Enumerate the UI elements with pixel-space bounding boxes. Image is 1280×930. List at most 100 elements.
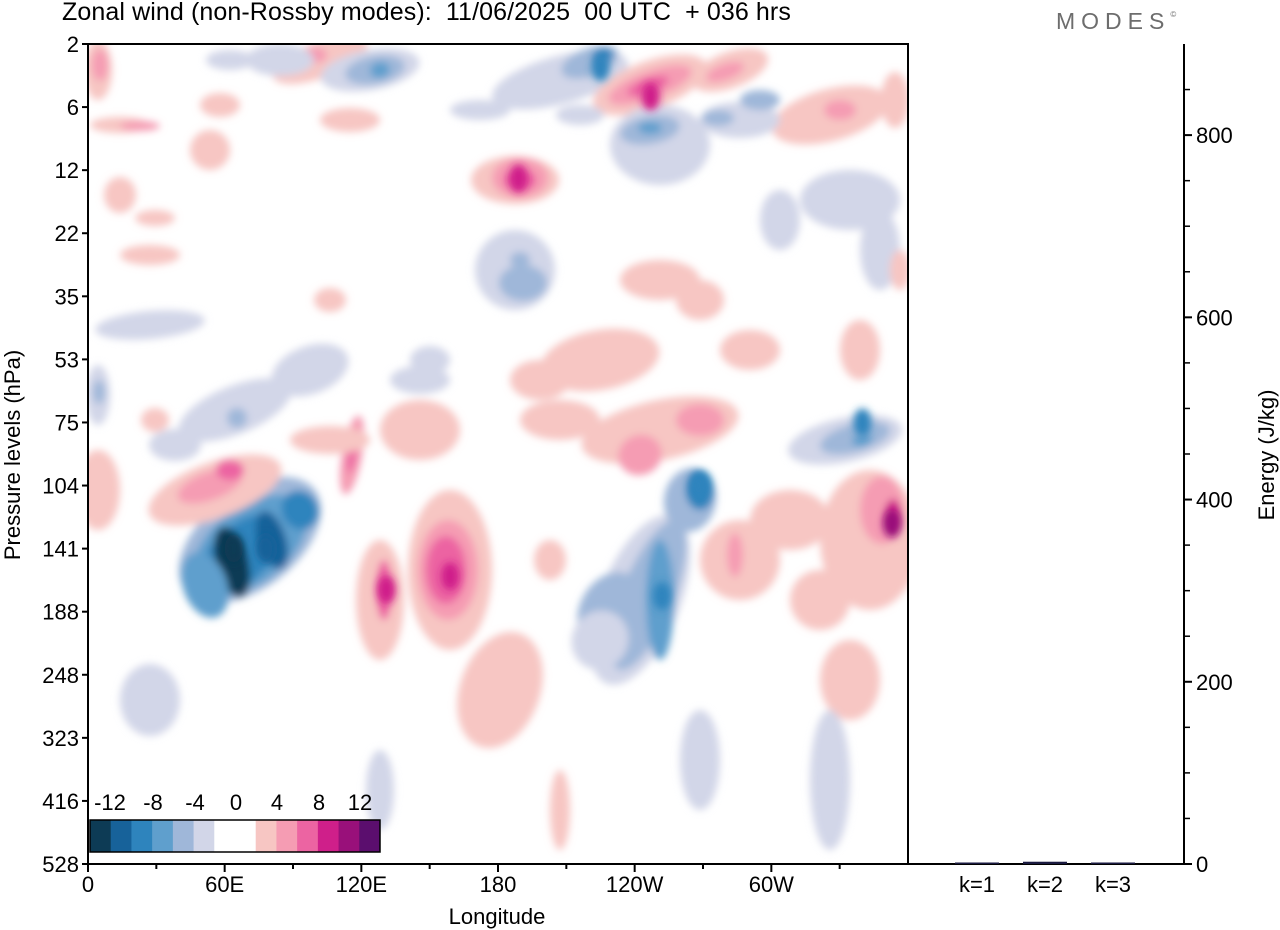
y-tick-label: 2	[67, 32, 79, 57]
colorbar-swatch	[297, 820, 319, 852]
colorbar-swatch	[276, 820, 298, 852]
y-tick-label: 248	[42, 663, 79, 688]
energy-bar	[1091, 862, 1135, 864]
colorbar-swatch	[255, 820, 277, 852]
field-core	[377, 575, 396, 604]
colorbar-swatch	[131, 820, 153, 852]
field-blob	[457, 631, 543, 749]
field-blob	[550, 770, 570, 850]
field-blob	[93, 380, 105, 404]
field-blob	[283, 356, 327, 384]
logo-text: MODES	[1056, 8, 1171, 34]
modes-logo: MODES©	[1056, 8, 1176, 35]
field-core	[653, 581, 671, 610]
colorbar-swatch	[172, 820, 195, 852]
energy-category-label: k=1	[959, 872, 995, 897]
x-tick-label: 120W	[606, 872, 664, 897]
field-blob	[820, 640, 880, 720]
field-blob	[120, 121, 160, 131]
y-tick-label: 323	[42, 726, 79, 751]
colorbar-swatch	[359, 820, 381, 852]
field-blob	[92, 49, 108, 81]
field-blob	[510, 360, 570, 400]
field-blob	[410, 346, 450, 374]
field-blob	[740, 90, 780, 110]
colorbar-label: 12	[348, 790, 372, 815]
field-blob	[281, 490, 319, 530]
field-core	[591, 53, 610, 82]
field-core	[441, 562, 460, 591]
colorbar-frame	[89, 819, 381, 853]
x-tick-label: 120E	[336, 872, 387, 897]
y-tick-label: 53	[55, 347, 79, 372]
field-blob	[840, 320, 880, 380]
energy-axis-label: Energy (J/kg)	[1254, 390, 1279, 521]
field-blob	[120, 245, 180, 265]
x-tick-label: 60W	[749, 872, 794, 897]
y-tick-label: 22	[55, 221, 79, 246]
field-blob	[216, 460, 244, 480]
colorbar-swatch	[235, 820, 257, 852]
field-blob	[370, 61, 390, 79]
field-blob	[181, 552, 229, 618]
wind-field	[88, 44, 908, 890]
field-blob	[100, 870, 120, 890]
field-blob	[890, 250, 908, 290]
field-blob	[366, 750, 394, 830]
field-blob	[810, 710, 850, 850]
field-blob	[706, 61, 744, 83]
field-blob	[290, 426, 370, 454]
y-tick-label: 35	[55, 284, 79, 309]
energy-tick-label: 200	[1196, 670, 1233, 695]
energy-tick-label: 800	[1196, 123, 1233, 148]
colorbar-swatch	[152, 820, 174, 852]
field-core	[689, 471, 708, 500]
field-blob	[520, 400, 600, 440]
field-blob	[676, 404, 724, 436]
field-blob	[852, 433, 872, 447]
x-tick-label: 180	[480, 872, 517, 897]
field-blob	[450, 100, 510, 120]
field-cores	[224, 53, 902, 610]
colorbar-swatch	[338, 820, 360, 852]
colorbar-label: -4	[185, 790, 205, 815]
field-blob	[638, 122, 662, 134]
colorbar-label: 4	[271, 790, 283, 815]
colorbar: -12 -8 -4 0 4 8 12	[89, 790, 381, 853]
y-axis-label: Pressure levels (hPa)	[0, 350, 25, 560]
field-blob	[149, 429, 201, 461]
colorbar-label: -8	[143, 790, 163, 815]
field-blob	[790, 570, 850, 630]
field-blob	[246, 44, 314, 76]
colorbar-label: 8	[313, 790, 325, 815]
field-blob	[206, 50, 254, 70]
field-blob	[314, 288, 346, 312]
field-blob	[720, 330, 780, 370]
field-core	[641, 82, 660, 111]
field-core	[883, 509, 902, 538]
y-tick-label: 6	[67, 95, 79, 120]
y-tick-label: 416	[42, 789, 79, 814]
field-blob	[88, 450, 120, 530]
field-blob	[534, 540, 566, 580]
field-blob	[499, 265, 547, 301]
field-blob	[680, 710, 720, 810]
field-core	[256, 534, 275, 563]
field-blob	[200, 93, 240, 117]
field-blob	[618, 434, 662, 476]
field-blob	[120, 664, 180, 736]
colorbar-swatch	[90, 820, 112, 852]
field-blob	[190, 130, 230, 170]
field-core	[853, 408, 872, 437]
energy-tick-label: 400	[1196, 488, 1233, 513]
y-tick-label: 75	[55, 410, 79, 435]
energy-bar	[955, 862, 999, 864]
chart-title: Zonal wind (non-Rossby modes): 11/06/202…	[62, 0, 791, 26]
colorbar-swatch	[110, 820, 132, 852]
energy-panel: k=1 k=2 k=3 0 200 400 600 800 Energy (J/kg)	[908, 44, 1279, 897]
field-blob	[750, 490, 830, 550]
field-blob	[540, 328, 660, 392]
field-blob	[227, 408, 247, 428]
energy-category-label: k=2	[1027, 872, 1063, 897]
